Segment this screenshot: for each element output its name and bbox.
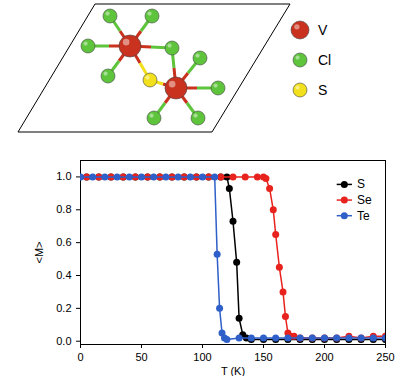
svg-text:0.8: 0.8 (56, 203, 71, 215)
svg-text:T (K): T (K) (221, 365, 245, 376)
svg-text:50: 50 (135, 351, 147, 363)
svg-text:200: 200 (315, 351, 333, 363)
svg-text:100: 100 (193, 351, 211, 363)
svg-text:0.4: 0.4 (56, 269, 71, 281)
svg-text:150: 150 (254, 351, 272, 363)
svg-text:1.0: 1.0 (56, 170, 71, 182)
svg-text:S: S (357, 177, 365, 191)
svg-text:0.2: 0.2 (56, 302, 71, 314)
svg-text:<M>: <M> (33, 241, 45, 263)
svg-text:0: 0 (77, 351, 83, 363)
svg-text:0.6: 0.6 (56, 236, 71, 248)
svg-text:S: S (318, 82, 327, 98)
svg-text:Cl: Cl (318, 52, 331, 68)
svg-text:Te: Te (357, 209, 370, 223)
svg-text:Se: Se (357, 193, 372, 207)
svg-text:V: V (318, 22, 328, 38)
svg-text:0.0: 0.0 (56, 335, 71, 347)
svg-text:250: 250 (376, 351, 394, 363)
